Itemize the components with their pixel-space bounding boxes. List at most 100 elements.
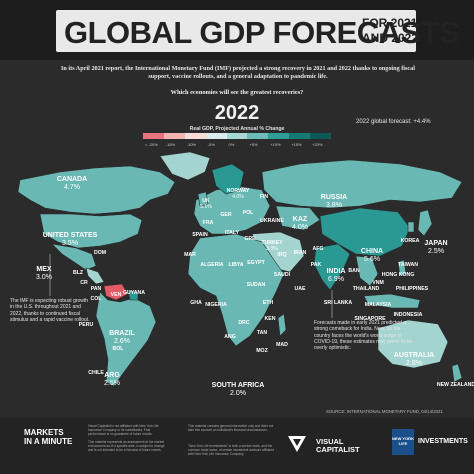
country-value: 2.5% (104, 380, 120, 387)
country-name: MOZ (256, 348, 268, 354)
country-value: 2.6% (114, 338, 130, 345)
country-label-bol: BOL (113, 346, 124, 352)
country-name: THAILAND (352, 286, 380, 292)
country-label-kaz: KAZ 4.0% (292, 216, 308, 232)
disclaimer-4: "New York Life Investments" is both a se… (188, 444, 274, 456)
vc-line2: CAPITALIST (316, 445, 360, 454)
country-label-tan: TAN (257, 330, 267, 336)
legend-label: -15% (165, 142, 176, 147)
intro-text: In its April 2021 report, the Internatio… (61, 65, 415, 80)
land-south-america (95, 291, 157, 387)
country-label-canada: CANADA 4.7% (57, 176, 87, 192)
country-name: HONG KONG (381, 272, 415, 278)
country-name: PAK (310, 262, 322, 268)
country-label-indonesia: INDONESIA (394, 312, 423, 318)
country-label-south-africa: SOUTH AFRICA 2.0% (212, 382, 265, 398)
country-label-hong-kong: HONG KONG (382, 272, 415, 278)
country-name: NEW ZEALAND (436, 382, 474, 388)
country-value: 4.0% (232, 194, 244, 200)
country-label-singapore: SINGAPORE (354, 316, 385, 322)
country-name: IRAN (293, 250, 307, 256)
country-label-uk: UK 5.1% (200, 198, 212, 210)
country-label-korea: KOREA (401, 238, 420, 244)
country-label-peru: PERU (79, 322, 93, 328)
country-label-mex: MEX 3.0% (36, 266, 52, 282)
country-label-sri-lanka: SRI LANKA (324, 300, 352, 306)
world-map (17, 151, 463, 387)
mim-line2: IN A MINUTE (24, 437, 73, 446)
country-value: 3.3% (266, 246, 278, 252)
country-value: 4.7% (64, 184, 80, 191)
disclaimer-2: This material represents an assessment o… (88, 440, 165, 452)
land-scandinavia (211, 163, 245, 195)
country-name: SUDAN (246, 282, 266, 288)
country-label-blz: BLZ (73, 270, 83, 276)
country-name: DOM (93, 250, 107, 256)
country-name: SPAIN (192, 232, 208, 238)
new-york-life-badge: NEW YORK LIFE (392, 429, 414, 455)
country-name: ITALY (224, 230, 240, 236)
country-label-col: COL (91, 296, 102, 302)
markets-in-a-minute-logo: MARKETS IN A MINUTE (24, 428, 72, 446)
visual-capitalist-icon (288, 436, 306, 452)
legend-label: -10% (186, 142, 197, 147)
country-value: 2.0% (230, 390, 246, 397)
legend-title: Real GDP, Projected Annual % Change (189, 126, 285, 132)
country-label-ang: ANG (224, 334, 236, 340)
country-name: AUSTRALIA (393, 352, 435, 359)
country-name: ALGERIA (200, 262, 224, 268)
page-title: GLOBAL GDP FORECASTS (64, 15, 460, 50)
legend-label: +15% (291, 142, 302, 147)
country-label-mad: MAD (276, 342, 288, 348)
nyl-badge-text: NEW YORK LIFE (392, 436, 414, 446)
land-madagascar (277, 313, 287, 337)
country-name: SINGAPORE (354, 316, 386, 322)
country-name: NIGERIA (205, 302, 227, 308)
land-guyana (127, 289, 139, 301)
country-label-iran: IRAN (294, 250, 307, 256)
visual-capitalist-logo: VISUAL CAPITALIST (316, 438, 360, 454)
legend-color-scale (143, 133, 331, 139)
country-label-spain: SPAIN (192, 232, 207, 238)
country-name: GER (220, 212, 232, 218)
legend-swatch (247, 133, 269, 139)
country-label-moz: MOZ (256, 348, 268, 354)
country-name: SAUDI (273, 272, 291, 278)
country-label-egypt: EGYPT (247, 260, 265, 266)
country-label-ukraine: UKRAINE (260, 218, 284, 224)
land-russia (261, 159, 463, 209)
country-name: CANADA (56, 176, 88, 183)
country-name: VEN (110, 292, 122, 298)
country-label-arg: ARG 2.5% (104, 372, 120, 388)
country-name: PHILIPPINES (395, 286, 429, 292)
country-label-vnm: VNM (372, 280, 384, 286)
country-name: ANG (224, 334, 236, 340)
country-name: MAD (276, 342, 288, 348)
country-name: COL (90, 296, 102, 302)
country-label-russia: RUSSIA 3.8% (321, 194, 347, 210)
title-box (56, 10, 416, 52)
nyl-investments-text: INVESTMENTS (418, 438, 468, 445)
country-value: 3.0% (36, 274, 52, 281)
country-label-italy: ITALY (225, 230, 239, 236)
country-value: 6.9% (328, 276, 344, 283)
country-label-brazil: BRAZIL 2.6% (109, 330, 135, 346)
country-label-cr: CR (80, 280, 88, 286)
country-value: 5.6% (364, 256, 380, 263)
disclaimer-3: This material contains general informati… (188, 424, 274, 432)
land-central-america (85, 267, 105, 285)
country-label-india: INDIA 6.9% (326, 268, 345, 284)
country-name: ETH (262, 300, 274, 306)
country-label-drc: DRC (238, 320, 249, 326)
country-label-mar: MAR (184, 252, 196, 258)
country-label-thailand: THAILAND (353, 286, 380, 292)
country-label-new-zealand: NEW ZEALAND (437, 382, 474, 388)
legend-label: 0% (228, 142, 235, 147)
land-southeast-asia (355, 255, 379, 287)
country-name: UK (202, 198, 210, 204)
country-name: AFG (312, 246, 324, 252)
country-name: PERU (78, 322, 94, 328)
country-label-gre: GRE (244, 236, 255, 242)
country-name: GRE (244, 236, 256, 242)
country-label-pak: PAK (311, 262, 322, 268)
